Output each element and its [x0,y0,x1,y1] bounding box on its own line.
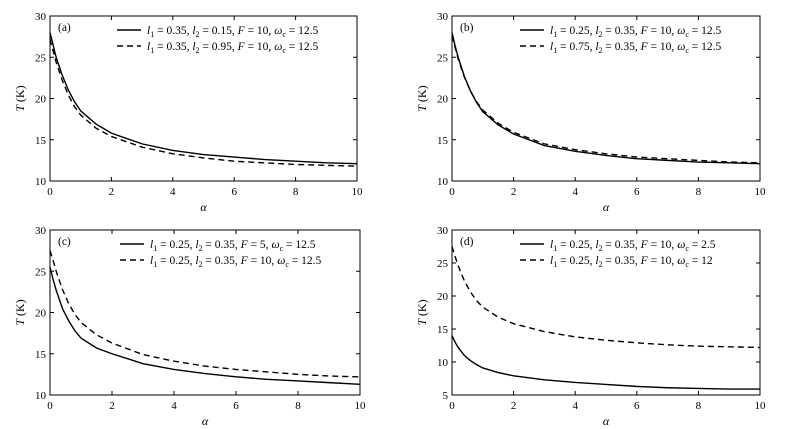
panel-b-legend-entry-2: l1 = 0.75, l2 = 0.35, F = 10, ωc = 12.5 [550,41,721,55]
panel-c-x-tick-label: 10 [355,400,367,412]
panel-d-x-tick-label: 0 [449,400,455,412]
panel-a-series-2-dashed-line [49,38,358,167]
panel-c: 0 2 4 6 8 10 10 15 20 25 30 α T (K) (c) l1 = 0.25, l2 … [13,225,366,428]
panel-d-series-2-dashed-line [451,246,761,349]
panel-c-series-1-solid-line [49,266,361,385]
panel-c-x-tick-label: 0 [47,400,53,412]
panel-c-x-tick-label: 2 [109,400,115,412]
panel-d-x-axis-label: α [603,414,610,428]
panel-a-label: (a) [58,22,71,34]
panel-d-y-axis-label: T (K) [415,299,429,325]
panel-b-x-tick-label: 4 [572,186,578,198]
panel-a: 0 2 4 6 8 10 10 15 20 25 30 α T (K) (a) l1 = 0.35, l2 … [13,11,363,214]
panel-a-x-tick-label: 2 [109,186,115,198]
panel-c-y-tick-label: 15 [35,349,47,361]
panel-c-y-axis-label: T (K) [13,299,27,325]
panel-b-x-tick-label: 10 [755,186,767,198]
panel-c-x-axis-label: α [202,414,209,428]
panel-d: 0 2 4 6 8 10 5 10 15 20 25 30 α T (K) (d) l1 = 0.25, l2… [415,225,766,428]
panel-b-x-tick-label: 0 [449,186,455,198]
panel-c-label: (c) [58,236,71,248]
panel-d-x-tick-label: 6 [634,400,640,412]
panel-d-x-tick-label: 10 [755,400,767,412]
panel-c-y-tick-label: 10 [35,390,47,402]
panel-a-y-axis-label: T (K) [13,85,27,111]
panel-d-y-tick-label: 15 [437,324,449,336]
panel-b-x-axis-label: α [603,200,610,214]
panel-b-x-tick-label: 6 [634,186,640,198]
panel-c-series-2-dashed-line [49,250,361,378]
panel-d-x-tick-label: 8 [696,400,702,412]
panel-a-legend-entry-2: l1 = 0.35, l2 = 0.95, F = 10, ωc = 12.5 [147,41,318,55]
panel-b-label: (b) [460,22,474,34]
panel-c-y-tick-label: 20 [35,308,47,320]
panel-d-label: (d) [460,236,474,248]
panel-a-x-tick-label: 10 [352,186,364,198]
panel-b-legend: l1 = 0.25, l2 = 0.35, F = 10, ωc = 12.5 l… [520,25,721,55]
panel-d-x-tick-label: 2 [511,400,517,412]
panel-d-y-tick-label: 10 [437,357,449,369]
panel-b-y-axis-label: T (K) [415,85,429,111]
panel-c-legend: l1 = 0.25, l2 = 0.35, F = 5, ωc = 12.5 l1… [120,239,321,269]
panel-a-x-tick-label: 0 [47,186,53,198]
panel-d-series-1-solid-line [451,335,760,390]
panel-a-x-tick-label: 4 [170,186,176,198]
panel-d-legend-entry-1: l1 = 0.25, l2 = 0.35, F = 10, ωc = 2.5 [550,239,716,253]
panel-c-y-tick-label: 25 [35,266,47,278]
panel-c-y-tick-label: 30 [35,225,47,237]
panel-c-legend-entry-2: l1 = 0.25, l2 = 0.35, F = 10, ωc = 12.5 [150,255,321,269]
panel-b-x-tick-label: 8 [696,186,702,198]
panel-d-legend: l1 = 0.25, l2 = 0.35, F = 10, ωc = 2.5 l1… [520,239,716,269]
panel-b-y-tick-label: 25 [437,52,449,64]
panel-d-y-tick-label: 25 [437,258,449,270]
panel-c-x-tick-label: 4 [171,400,177,412]
panel-b-y-tick-label: 15 [437,135,449,147]
panel-a-y-tick-label: 25 [35,52,47,64]
panel-d-plot-frame [451,229,761,396]
panel-a-y-tick-label: 15 [35,135,47,147]
panel-a-x-tick-label: 8 [293,186,299,198]
panel-c-legend-entry-1: l1 = 0.25, l2 = 0.35, F = 5, ωc = 12.5 [150,239,316,253]
panel-a-series-1-solid-line [49,32,358,165]
panel-a-y-tick-label: 10 [35,176,47,188]
panel-a-y-tick-label: 30 [35,11,47,23]
panel-b: 0 2 4 6 8 10 10 15 20 25 30 α T (K) (b) l1 = 0.25, l2 … [415,11,766,214]
panel-c-x-tick-label: 8 [295,400,301,412]
panel-b-x-tick-label: 2 [511,186,517,198]
panel-c-x-tick-label: 6 [233,400,239,412]
panel-d-legend-entry-2: l1 = 0.25, l2 = 0.35, F = 10, ωc = 12 [550,255,713,269]
panel-a-y-tick-label: 20 [35,94,47,106]
panel-b-y-tick-label: 30 [437,11,449,23]
panel-b-series-2-dashed-line [451,35,761,164]
panel-d-y-tick-label: 20 [437,291,449,303]
panel-a-x-tick-label: 6 [231,186,237,198]
panel-d-y-tick-label: 30 [437,225,449,237]
panel-a-legend: l1 = 0.35, l2 = 0.15, F = 10, ωc = 12.5 l… [117,25,318,55]
panel-a-x-axis-label: α [200,200,207,214]
panel-a-legend-entry-1: l1 = 0.35, l2 = 0.15, F = 10, ωc = 12.5 [147,25,318,39]
panel-b-y-tick-label: 20 [437,94,449,106]
panel-b-legend-entry-1: l1 = 0.25, l2 = 0.35, F = 10, ωc = 12.5 [550,25,721,39]
panel-d-x-tick-label: 4 [572,400,578,412]
panel-b-y-tick-label: 10 [437,176,449,188]
panel-d-y-tick-label: 5 [443,390,449,402]
